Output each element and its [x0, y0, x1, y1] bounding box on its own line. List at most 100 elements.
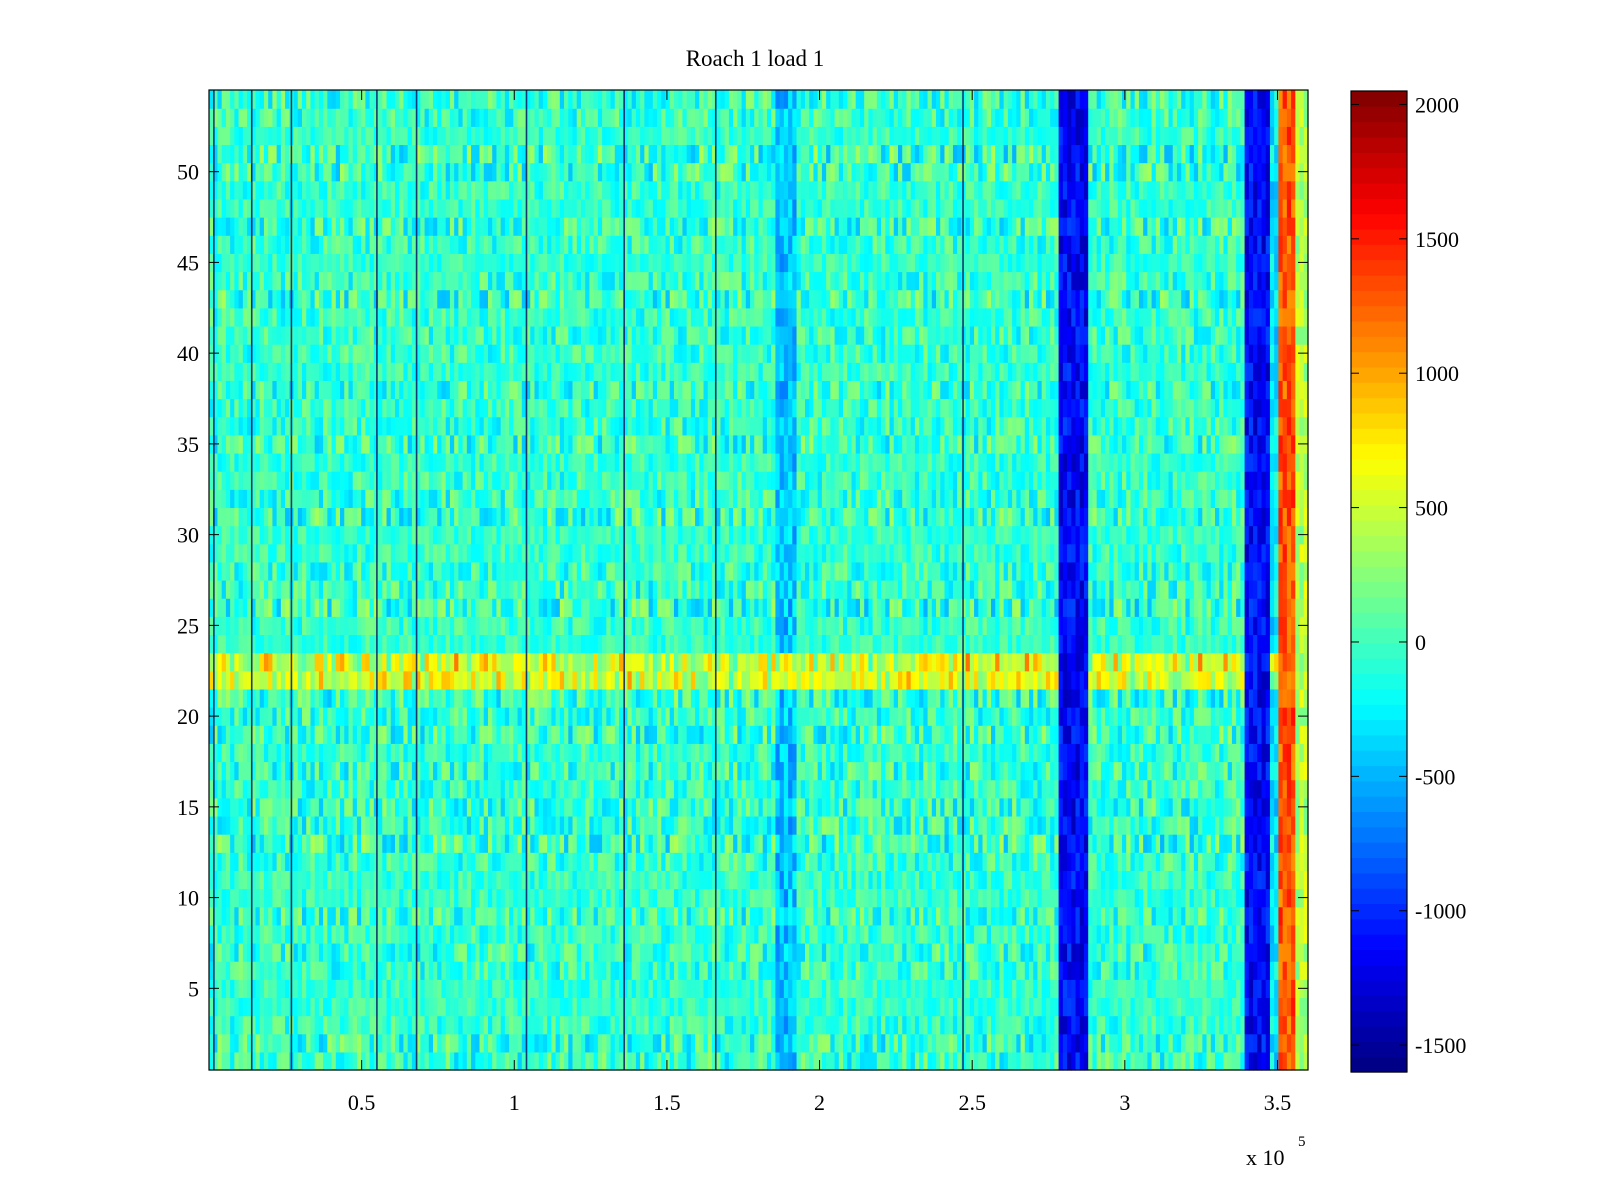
heatmap-cell [521, 852, 527, 871]
heatmap-cell [1088, 942, 1094, 962]
heatmap-cell [843, 870, 848, 890]
heatmap-cell [247, 834, 252, 853]
heatmap-cell [306, 834, 312, 853]
heatmap-cell [872, 1051, 878, 1071]
heatmap-cell [805, 924, 810, 944]
heatmap-cell [555, 743, 561, 763]
heatmap-cell [251, 815, 257, 835]
heatmap-cell [1193, 979, 1199, 999]
heatmap-cell [813, 924, 819, 944]
heatmap-cell [728, 961, 734, 980]
heatmap-cell [1054, 997, 1060, 1017]
heatmap-cell [534, 761, 540, 781]
heatmap-cell [390, 761, 396, 781]
heatmap-cell [323, 761, 328, 781]
heatmap-cell [957, 942, 962, 962]
heatmap-cell [534, 797, 540, 817]
heatmap-cell [834, 743, 840, 763]
heatmap-cell [428, 888, 434, 908]
heatmap-cell [1062, 942, 1068, 962]
heatmap-cell [1079, 942, 1085, 962]
heatmap-cell [940, 1033, 946, 1053]
heatmap-cell [1092, 761, 1098, 781]
heatmap-cell [242, 1015, 248, 1035]
heatmap-cell [631, 725, 637, 744]
heatmap-cell [564, 725, 569, 744]
heatmap-cell [750, 797, 755, 817]
heatmap-cell [597, 888, 603, 908]
heatmap-cell [733, 725, 738, 744]
heatmap-cell [640, 924, 645, 944]
heatmap-cell [783, 924, 789, 944]
chart-title: Roach 1 load 1 [686, 46, 825, 71]
heatmap-cell [285, 888, 290, 908]
heatmap-cell [678, 797, 684, 817]
heatmap-cell [213, 1051, 219, 1071]
heatmap-cell [623, 906, 629, 926]
heatmap-cell [1185, 1051, 1191, 1071]
heatmap-cell [1295, 834, 1301, 853]
heatmap-cell [1147, 961, 1153, 980]
heatmap-cell [931, 779, 937, 799]
heatmap-cell [673, 997, 679, 1017]
heatmap-cell [728, 797, 734, 817]
heatmap-cell [428, 1033, 434, 1053]
heatmap-cell [876, 797, 882, 817]
heatmap-cell [213, 1015, 219, 1035]
heatmap-cell [534, 979, 540, 999]
heatmap-cell [1105, 1033, 1110, 1053]
heatmap-cell [263, 815, 269, 835]
heatmap-cell [399, 1033, 405, 1053]
heatmap-cell [293, 834, 299, 853]
heatmap-cell [686, 961, 692, 980]
heatmap-cell [838, 725, 844, 744]
heatmap-cell [1210, 725, 1216, 744]
heatmap-cell [745, 743, 751, 763]
heatmap-cell [876, 761, 882, 781]
heatmap-cell [1282, 725, 1288, 744]
heatmap-cell [1244, 906, 1250, 926]
heatmap-cell [931, 888, 937, 908]
heatmap-cell [327, 743, 333, 763]
heatmap-cell [411, 870, 417, 890]
heatmap-cell [209, 997, 214, 1017]
heatmap-cell [788, 906, 793, 926]
heatmap-cell [665, 961, 671, 980]
heatmap-cell [1045, 961, 1051, 980]
heatmap-cell [716, 1033, 722, 1053]
heatmap-cell [627, 924, 633, 944]
heatmap-cell [394, 888, 400, 908]
heatmap-cell [948, 779, 954, 799]
heatmap-cell [238, 797, 244, 817]
heatmap-cell [1198, 834, 1203, 853]
heatmap-cell [1058, 961, 1064, 980]
heatmap-cell [881, 797, 886, 817]
heatmap-cell [403, 1033, 409, 1053]
heatmap-cell [1138, 834, 1144, 853]
heatmap-cell [348, 779, 354, 799]
heatmap-cell [1189, 815, 1195, 835]
heatmap-cell [1164, 924, 1170, 944]
heatmap-cell [843, 1015, 848, 1035]
heatmap-cell [492, 942, 498, 962]
heatmap-cell [559, 906, 565, 926]
heatmap-cell [602, 834, 607, 853]
heatmap-cell [889, 1015, 895, 1035]
heatmap-cell [1244, 942, 1250, 962]
heatmap-cell [1269, 979, 1275, 999]
heatmap-cell [610, 1051, 616, 1071]
heatmap-cell [521, 779, 527, 799]
heatmap-cell [1020, 852, 1026, 871]
heatmap-cell [902, 1015, 908, 1035]
heatmap-cell [1231, 1033, 1237, 1053]
heatmap-cell [690, 906, 696, 926]
heatmap-cell [1181, 870, 1187, 890]
heatmap-cell [699, 797, 705, 817]
heatmap-cell [213, 961, 219, 980]
heatmap-cell [331, 961, 337, 980]
heatmap-cell [551, 834, 557, 853]
heatmap-cell [449, 924, 455, 944]
heatmap-cell [407, 743, 413, 763]
heatmap-cell [1007, 924, 1013, 944]
heatmap-cell [669, 834, 675, 853]
